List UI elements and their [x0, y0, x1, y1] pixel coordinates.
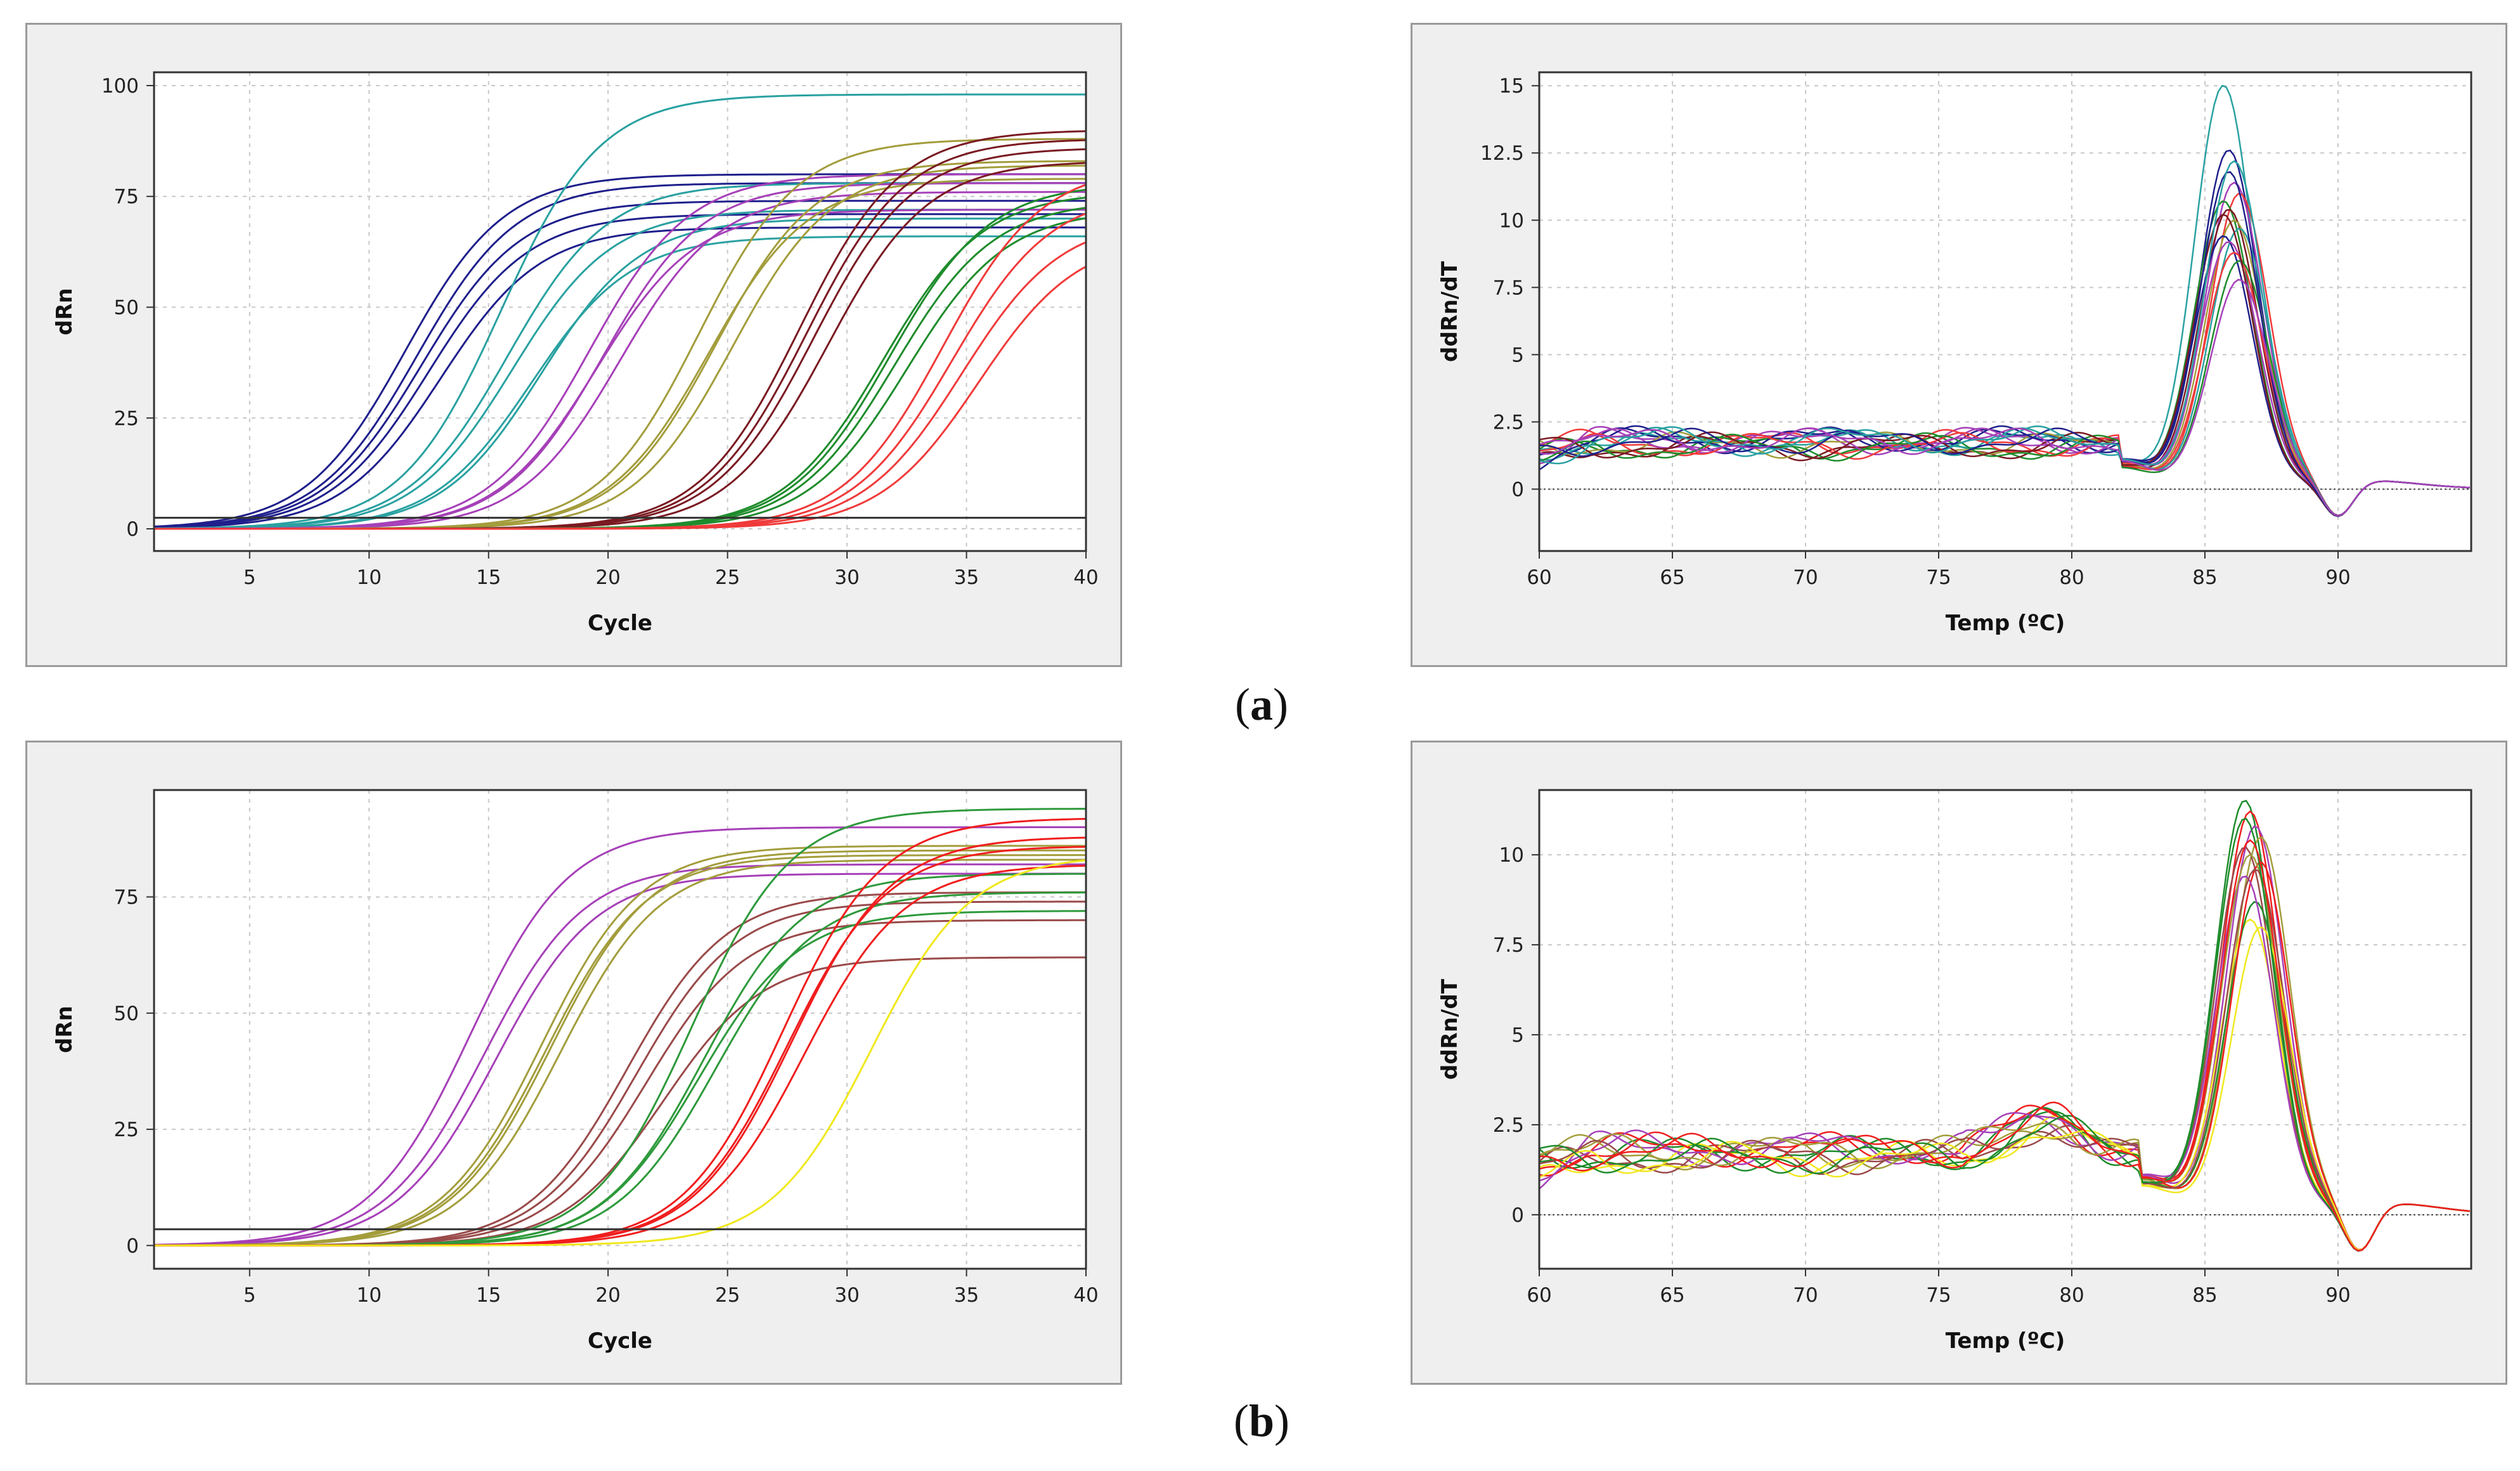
x-axis-label: Cycle: [588, 1328, 652, 1354]
y-tick-label: 12.5: [1480, 142, 1524, 165]
amplification-curve: [154, 872, 1086, 1247]
chart-b-melt-curve: 60 65 70 75 80 85 90 0 2.5 5 7.5 10 Temp (ºC) ddRn/dT: [1437, 789, 2472, 1354]
chart-b-amplification: 5 10 15 20 25 30 35 40 0 25 50 75 Cycle dRn: [52, 789, 1099, 1354]
x-tick-label: 85: [2192, 566, 2217, 589]
y-tick-label: 2.5: [1493, 411, 1524, 434]
amplification-curve: [154, 217, 1086, 530]
chart-panel-b-amplification: 5 10 15 20 25 30 35 40 0 25 50 75 Cycle dRn: [25, 741, 1122, 1385]
x-tick-label: 5: [243, 1284, 256, 1307]
x-tick-label: 70: [1793, 1284, 1818, 1307]
amplification-curve: [153, 863, 1086, 1247]
x-tick-label: 60: [1527, 566, 1551, 589]
y-tick-label: 100: [101, 75, 139, 98]
x-tick-label: 20: [595, 566, 620, 589]
caption-b: (b): [1233, 1396, 1289, 1446]
plot-border: [153, 71, 1087, 552]
plot-border: [153, 789, 1087, 1270]
plot-area: [154, 72, 1086, 551]
amplification-curve: [153, 93, 1086, 529]
x-tick-label: 10: [357, 1284, 382, 1307]
y-tick-label: 7.5: [1493, 934, 1524, 957]
chart-panel-a-amplification: 5 10 15 20 25 30 35 40 0 25 50 75 100 Cycle dRn: [25, 23, 1122, 667]
x-tick-label: 35: [954, 566, 979, 589]
x-tick-label: 65: [1660, 566, 1684, 589]
melt-curve: [1539, 214, 2470, 517]
y-tick-label: 50: [114, 297, 139, 320]
x-tick-label: 70: [1793, 566, 1818, 589]
x-tick-label: 30: [834, 1284, 859, 1307]
chart-panel-a-melt: 60 65 70 75 80 85 90 0 2.5 5 7.5 10 12.5 15 Temp (ºC) d…: [1411, 23, 2507, 667]
y-axis-label: dRn: [52, 1006, 77, 1053]
plot-border: [1538, 789, 2472, 1270]
x-tick-label: 30: [834, 566, 859, 589]
x-tick-label: 15: [476, 566, 501, 589]
y-axis-label: ddRn/dT: [1437, 978, 1463, 1080]
plot-area: [1539, 72, 2471, 551]
melt-curve: [1539, 839, 2471, 1252]
y-tick-label: 75: [114, 886, 139, 909]
y-axis-label: ddRn/dT: [1437, 261, 1463, 362]
melt-curve: [1539, 171, 2470, 517]
x-tick-label: 80: [2059, 566, 2084, 589]
y-tick-label: 0: [126, 518, 139, 541]
x-tick-label: 75: [1926, 566, 1951, 589]
amplification-curve: [154, 854, 1086, 1247]
y-tick-label: 5: [1511, 344, 1524, 366]
chart-a-melt-curve: 60 65 70 75 80 85 90 0 2.5 5 7.5 10 12.5 15 Temp (ºC) d…: [1437, 71, 2472, 636]
series-group: [153, 93, 1087, 530]
amplification-curve: [154, 859, 1087, 1247]
y-tick-label: 25: [114, 1118, 139, 1141]
amplification-curve: [154, 212, 1087, 530]
amplification-curve: [153, 213, 1086, 529]
series-group: [153, 808, 1087, 1247]
y-axis-label: dRn: [52, 288, 77, 335]
y-tick-label: 2.5: [1493, 1114, 1524, 1137]
melt-curve: [1539, 875, 2471, 1252]
caption-a: (a): [1235, 679, 1288, 730]
y-tick-label: 0: [126, 1234, 139, 1257]
x-tick-label: 65: [1660, 1284, 1684, 1307]
x-tick-label: 5: [243, 566, 256, 589]
x-axis-label: Temp (ºC): [1946, 1328, 2065, 1354]
y-tick-label: 15: [1499, 75, 1524, 98]
series-group: [1539, 800, 2471, 1252]
chart-a-amplification: 5 10 15 20 25 30 35 40 0 25 50 75 100 Cycle dRn: [52, 71, 1099, 636]
melt-curve: [1539, 868, 2471, 1252]
x-tick-label: 60: [1527, 1284, 1551, 1307]
x-tick-label: 10: [357, 566, 382, 589]
x-tick-label: 75: [1926, 1284, 1951, 1307]
y-tick-label: 50: [114, 1002, 139, 1025]
x-tick-label: 15: [476, 1284, 501, 1307]
plot-border: [1538, 71, 2472, 552]
amplification-curve: [153, 226, 1086, 529]
x-tick-label: 40: [1073, 1284, 1098, 1307]
y-tick-label: 10: [1499, 844, 1524, 867]
amplification-curve: [153, 200, 1086, 529]
x-tick-label: 25: [715, 566, 740, 589]
y-tick-label: 7.5: [1493, 276, 1524, 299]
x-tick-label: 90: [2325, 1284, 2350, 1307]
x-tick-label: 90: [2325, 566, 2350, 589]
x-tick-label: 20: [595, 1284, 620, 1307]
melt-curve: [1539, 862, 2471, 1251]
x-tick-label: 85: [2192, 1284, 2217, 1307]
x-tick-label: 25: [715, 1284, 740, 1307]
x-tick-label: 80: [2059, 1284, 2084, 1307]
melt-curve: [1539, 278, 2470, 517]
y-tick-label: 75: [114, 186, 139, 209]
y-tick-label: 10: [1499, 209, 1524, 232]
y-tick-label: 25: [114, 407, 139, 430]
x-tick-label: 35: [954, 1284, 979, 1307]
y-tick-label: 0: [1511, 1204, 1524, 1227]
series-group: [1539, 84, 2470, 517]
y-tick-label: 0: [1511, 478, 1524, 501]
x-axis-label: Cycle: [588, 611, 652, 636]
x-tick-label: 40: [1073, 566, 1098, 589]
melt-curve: [1539, 817, 2471, 1252]
y-tick-label: 5: [1511, 1024, 1524, 1047]
melt-curve: [1539, 926, 2471, 1251]
chart-panel-b-melt: 60 65 70 75 80 85 90 0 2.5 5 7.5 10 Temp (ºC) ddRn/dT: [1411, 741, 2507, 1385]
x-axis-label: Temp (ºC): [1946, 611, 2065, 636]
